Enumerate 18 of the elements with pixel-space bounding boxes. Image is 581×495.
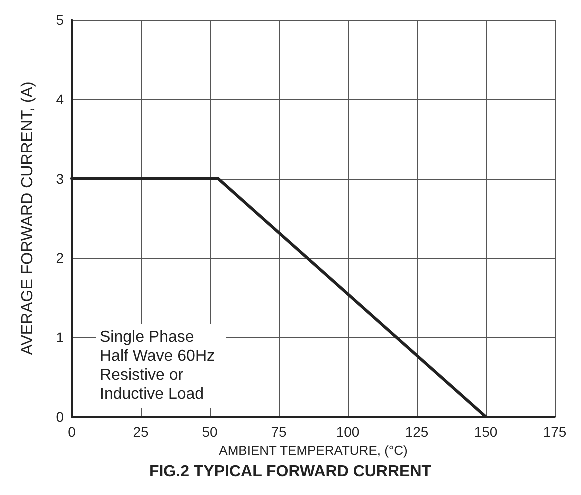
x-tick-label: 50 xyxy=(202,424,218,440)
y-tick-label: 3 xyxy=(56,170,64,187)
y-tick-label: 0 xyxy=(56,409,64,425)
x-tick-label: 75 xyxy=(271,424,287,440)
x-tick-label: 175 xyxy=(543,424,567,440)
x-tick-label: 125 xyxy=(405,424,429,440)
y-tick-label: 1 xyxy=(56,330,64,346)
text: FIG.2 TYPICAL FORWARD CURRENT xyxy=(149,464,432,480)
y-axis-title: AVERAGE FORWARD CURRENT, (A) xyxy=(20,82,36,356)
y-tick-label: 2 xyxy=(56,250,64,266)
x-tick-label: 0 xyxy=(68,424,76,440)
annotation: Single Phase Half Wave 60Hz Resistive or Inductive Load xyxy=(100,329,215,403)
y-tick-label: 4 xyxy=(56,91,64,108)
x-axis-title: AMBIENT TEMPERATURE, (°C) xyxy=(219,442,408,458)
x-tick-label: 150 xyxy=(474,424,498,440)
y-tick-label: 5 xyxy=(56,12,64,28)
x-tick-label: 100 xyxy=(336,424,360,440)
x-tick-label: 25 xyxy=(133,424,149,440)
